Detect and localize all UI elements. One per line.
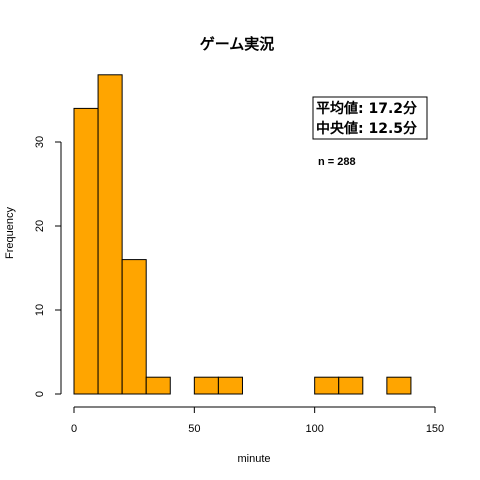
x-tick-label: 50: [188, 423, 200, 435]
x-ticks: 0 50 100 150: [71, 407, 444, 435]
stats-legend: 平均値: 17.2分 中央値: 12.5分: [312, 96, 428, 140]
chart-title: ゲーム実況: [200, 35, 275, 53]
histogram-bar: [314, 376, 340, 395]
y-ticks: 0 10 20 30: [34, 136, 61, 397]
histogram-bar: [145, 376, 171, 395]
y-tick-label: 20: [34, 220, 46, 232]
median-text: 中央値: 12.5分: [316, 120, 417, 137]
mean-text: 平均値: 17.2分: [316, 100, 417, 117]
x-axis: 0 50 100 150 minute: [71, 406, 444, 465]
histogram-bar: [121, 259, 147, 395]
y-tick-label: 30: [34, 136, 46, 148]
histogram-bar: [338, 376, 364, 395]
histogram-bar: [217, 376, 243, 395]
y-axis: 0 10 20 30 Frequency: [4, 136, 62, 397]
histogram-bar: [73, 107, 99, 395]
x-tick-label: 0: [71, 423, 77, 435]
histogram-bars: [73, 74, 412, 395]
sample-size-text: n = 288: [318, 156, 356, 168]
histogram-bar: [97, 74, 123, 395]
histogram-bar: [193, 376, 219, 395]
x-tick-label: 100: [305, 423, 323, 435]
histogram-bar: [386, 376, 412, 395]
y-tick-label: 10: [34, 304, 46, 316]
y-axis-label: Frequency: [4, 207, 16, 259]
y-tick-label: 0: [34, 391, 46, 397]
x-tick-label: 150: [426, 423, 444, 435]
x-axis-label: minute: [237, 453, 270, 465]
stats-legend-box: [312, 96, 428, 140]
